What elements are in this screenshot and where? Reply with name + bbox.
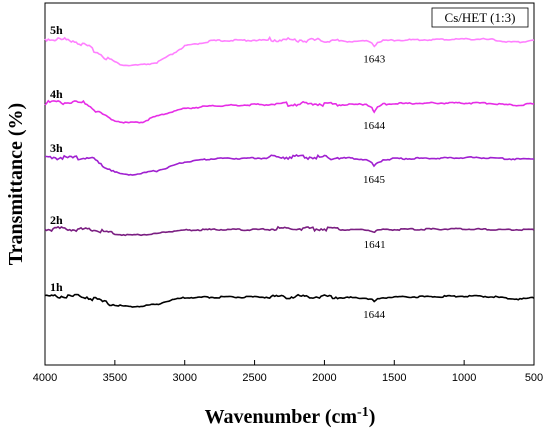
peak-label-3h: 1645 [363,174,386,186]
peak-label-5h: 1643 [363,54,386,66]
series-label-5h: 5h [50,23,63,37]
series-line-4h [44,99,535,124]
x-tick-label: 3000 [172,372,196,384]
peak-label-1h: 1644 [363,309,386,321]
x-tick-label: 3500 [103,372,127,384]
series-line-3h [45,154,535,176]
legend-box [431,7,529,28]
legend-text: Cs/HET (1:3) [445,10,516,25]
series-label-4h: 4h [50,87,63,101]
x-axis-title-close: ) [369,406,376,428]
x-tick-label: 4000 [33,372,57,384]
x-tick-label: 1500 [382,372,406,384]
series-line-1h [44,293,535,308]
y-axis-title: Transmittance (%) [5,103,27,265]
peak-label-2h: 1641 [364,239,386,251]
series-layer: 5h 1643 4h 1644 3h 1645 2h 1641 1h 1644 [44,23,535,321]
x-tick-label: 1000 [452,372,476,384]
legend: Cs/HET (1:3) [431,7,529,28]
x-axis-title-main: Wavenumber (cm [205,406,358,428]
x-axis-title: Wavenumber (cm-1) [205,405,376,428]
plot-area [44,2,535,366]
x-tick-label: 2000 [312,372,336,384]
series-line-5h [44,35,535,67]
series-label-2h: 2h [50,213,63,227]
x-axis-title-exponent: -1 [357,405,369,420]
x-tick-label: 500 [525,372,543,384]
peak-label-4h: 1644 [363,120,386,132]
x-axis: 4000 3500 3000 2500 2000 1500 1000 500 [33,360,543,384]
series-label-3h: 3h [50,141,63,155]
series-line-2h [44,225,535,237]
x-tick-label: 2500 [242,372,266,384]
series-label-1h: 1h [50,280,63,294]
